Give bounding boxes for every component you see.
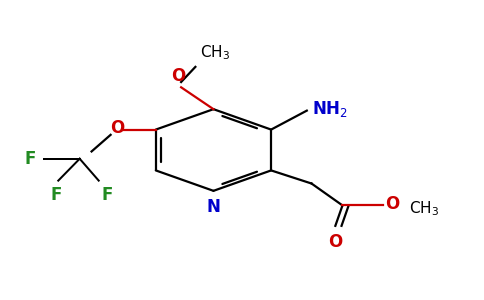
Text: F: F	[101, 187, 112, 205]
Text: N: N	[207, 198, 220, 216]
Text: O: O	[172, 67, 186, 85]
Text: F: F	[50, 187, 61, 205]
Text: F: F	[24, 150, 35, 168]
Text: O: O	[111, 119, 125, 137]
Text: CH$_3$: CH$_3$	[200, 44, 230, 62]
Text: NH$_2$: NH$_2$	[312, 99, 348, 119]
Text: O: O	[328, 233, 343, 251]
Text: O: O	[385, 195, 399, 213]
Text: CH$_3$: CH$_3$	[409, 200, 439, 218]
